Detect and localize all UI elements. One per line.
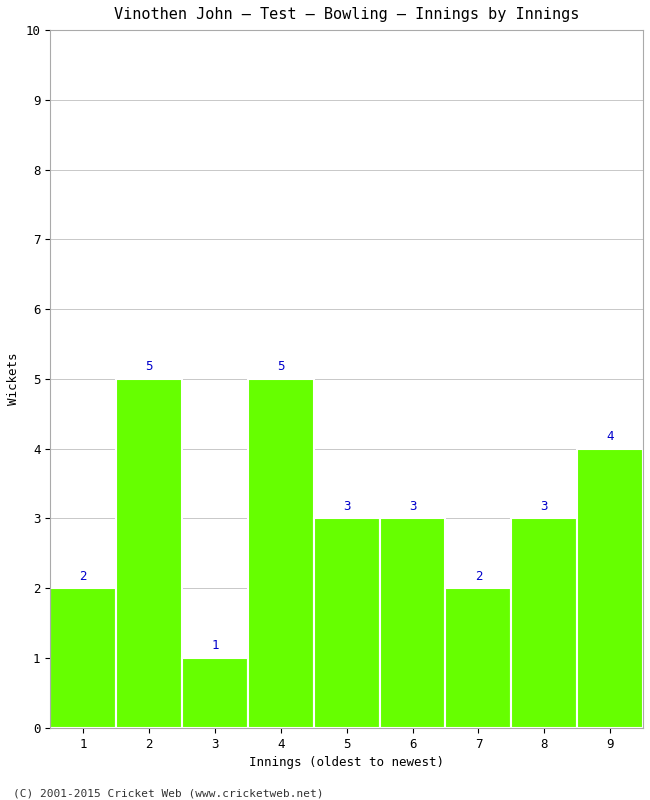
Bar bbox=[445, 588, 512, 728]
Bar bbox=[314, 518, 380, 728]
Text: 3: 3 bbox=[343, 500, 350, 513]
Bar bbox=[116, 379, 182, 728]
Text: 5: 5 bbox=[146, 360, 153, 374]
Bar bbox=[248, 379, 314, 728]
Text: 2: 2 bbox=[79, 570, 87, 582]
Y-axis label: Wickets: Wickets bbox=[7, 353, 20, 405]
Text: 5: 5 bbox=[277, 360, 285, 374]
Text: 2: 2 bbox=[474, 570, 482, 582]
Text: (C) 2001-2015 Cricket Web (www.cricketweb.net): (C) 2001-2015 Cricket Web (www.cricketwe… bbox=[13, 788, 324, 798]
Bar bbox=[182, 658, 248, 728]
Bar bbox=[577, 449, 643, 728]
Bar bbox=[380, 518, 445, 728]
Text: 4: 4 bbox=[606, 430, 614, 443]
Text: 3: 3 bbox=[409, 500, 416, 513]
X-axis label: Innings (oldest to newest): Innings (oldest to newest) bbox=[249, 756, 444, 769]
Text: 1: 1 bbox=[211, 639, 218, 653]
Bar bbox=[50, 588, 116, 728]
Text: 3: 3 bbox=[541, 500, 548, 513]
Title: Vinothen John – Test – Bowling – Innings by Innings: Vinothen John – Test – Bowling – Innings… bbox=[114, 7, 579, 22]
Bar bbox=[512, 518, 577, 728]
